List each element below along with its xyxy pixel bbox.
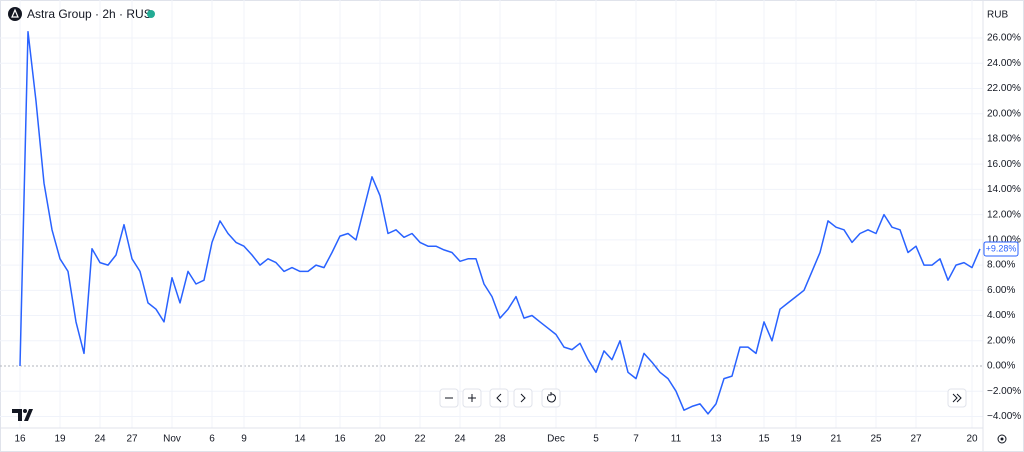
x-tick-label: 9 [241,434,247,445]
x-tick-label: 11 [671,434,682,445]
x-tick-label: Dec [547,434,565,445]
y-tick-label: −4.00% [987,411,1021,422]
scroll-right-button[interactable] [513,388,533,408]
y-tick-label: 16.00% [987,159,1021,170]
chart-title: Astra Group · 2h · RUS [27,7,152,21]
y-tick-label: −2.00% [987,386,1021,397]
x-tick-label: 16 [334,434,346,445]
x-tick-label: 20 [966,434,978,445]
y-tick-label: 14.00% [987,184,1021,195]
symbol-icon-glyph [11,8,19,18]
x-tick-label: 27 [126,434,138,445]
x-tick-label: 16 [14,434,26,445]
currency: RUB [987,10,1008,21]
zoom-in-button[interactable] [462,388,482,408]
x-tick-label: Nov [163,434,181,445]
scroll-end-button[interactable] [947,388,967,408]
x-tick-label: 24 [94,434,106,445]
x-tick-label: 14 [294,434,306,445]
x-tick-label: 15 [758,434,770,445]
settings-icon[interactable] [997,434,1007,444]
x-tick-label: 21 [830,434,842,445]
x-tick-label: 19 [54,434,66,445]
y-tick-label: 4.00% [987,310,1015,321]
x-tick-label: 5 [593,434,599,445]
x-tick-label: 25 [870,434,882,445]
tv-logo [12,409,33,421]
x-tick-label: 7 [633,434,639,445]
zoom-out-button[interactable] [439,388,459,408]
last-value-box [983,241,1019,257]
y-tick-label: 10.00% [987,234,1021,245]
y-tick-label: 20.00% [987,108,1021,119]
x-tick-label: 27 [910,434,922,445]
y-tick-label: 24.00% [987,58,1021,69]
price-line [19,30,981,415]
y-tick-label: 2.00% [987,335,1015,346]
y-tick-label: 12.00% [987,209,1021,220]
x-tick-label: 20 [374,434,386,445]
y-tick-label: 22.00% [987,83,1021,94]
x-tick-label: 22 [414,434,426,445]
scroll-left-button[interactable] [489,388,509,408]
x-tick-label: 28 [494,434,506,445]
x-tick-label: 6 [209,434,215,445]
x-tick-label: 19 [790,434,802,445]
x-tick-label: 13 [710,434,722,445]
last-value-label: +9.28% [986,243,1017,253]
y-tick-label: 0.00% [987,361,1015,372]
y-tick-label: 6.00% [987,285,1015,296]
y-tick-label: 8.00% [987,260,1015,271]
x-tick-label: 24 [454,434,466,445]
status-dot [147,10,155,18]
y-tick-label: 18.00% [987,134,1021,145]
y-tick-label: 26.00% [987,33,1021,44]
reset-button[interactable] [541,388,561,408]
